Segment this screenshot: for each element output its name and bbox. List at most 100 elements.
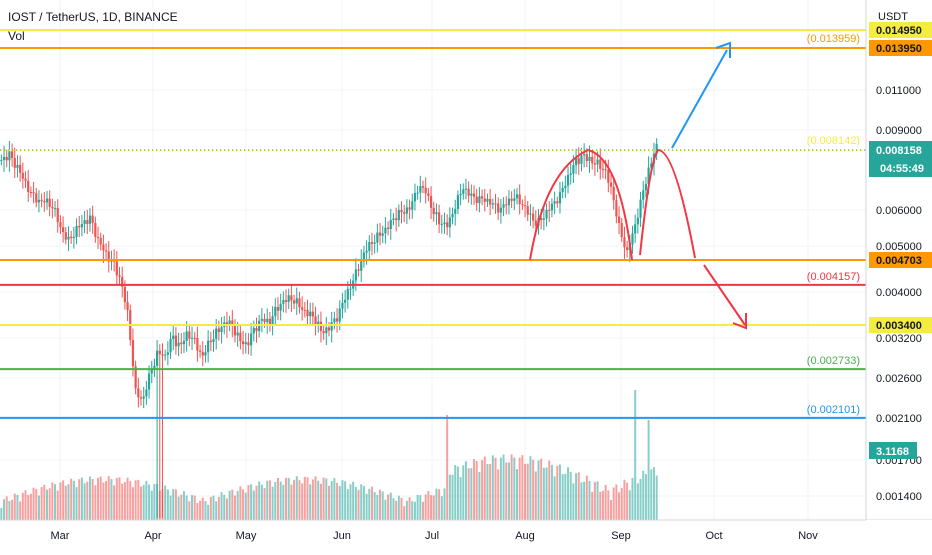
candle-body: [480, 196, 484, 199]
candle-body: [478, 196, 481, 203]
candle-body: [574, 158, 578, 166]
candle-body: [317, 321, 320, 325]
candle-body: [486, 198, 489, 202]
candle-body: [333, 318, 336, 323]
volume-bar: [317, 480, 320, 520]
volume-bar: [354, 486, 357, 520]
candle-body: [475, 196, 478, 203]
candle-body: [13, 157, 16, 168]
volume-bar: [164, 485, 167, 520]
price-tick-label: 0.005000: [876, 241, 922, 253]
volume-bar: [521, 455, 524, 520]
volume-bar: [644, 474, 647, 520]
time-axis: Mar Apr May Jun Jul Aug Sep Oct Nov: [0, 519, 932, 550]
volume-bar: [422, 501, 424, 520]
volume-bar: [341, 480, 344, 520]
candle-body: [123, 286, 126, 303]
candle-body: [462, 189, 465, 194]
candle-body: [88, 215, 92, 224]
volume-bar: [360, 484, 363, 520]
volume-bar: [440, 496, 443, 520]
volume-bar: [583, 481, 586, 520]
volume-bar: [19, 501, 22, 520]
candle-body: [491, 203, 494, 205]
candle-body: [274, 306, 277, 317]
price-axis-unit: USDT: [878, 11, 908, 23]
volume-bar: [623, 479, 626, 520]
candle-body: [174, 335, 178, 347]
volume-bar: [121, 483, 124, 520]
volume-bar: [244, 492, 247, 520]
volume-bar: [430, 495, 433, 520]
candle-body: [534, 220, 537, 226]
volume-bar: [585, 475, 588, 520]
time-tick-label: May: [236, 530, 257, 542]
candle-body: [596, 159, 599, 165]
candle-body: [636, 217, 639, 225]
volume-bar: [392, 498, 395, 520]
candle-body: [507, 198, 511, 206]
candle-body: [497, 203, 500, 213]
volume-bar: [5, 496, 8, 520]
candle-body: [8, 151, 11, 161]
volume-bar: [99, 476, 102, 520]
candle-body: [126, 302, 129, 311]
volume-bar: [473, 459, 476, 520]
candle-body: [83, 220, 86, 225]
candle-body: [454, 208, 457, 214]
time-axis-bg: [0, 520, 866, 550]
candle-body: [279, 303, 282, 311]
candle-body: [510, 198, 513, 201]
volume-bar: [239, 486, 242, 520]
candle-body: [566, 174, 570, 186]
candle-body: [642, 190, 645, 200]
volume-bar: [620, 488, 623, 520]
time-tick-label: Jul: [425, 530, 439, 542]
volume-bar: [387, 494, 390, 520]
volume-bar: [564, 473, 567, 520]
level-badge-bg: [869, 22, 932, 38]
candle-body: [182, 341, 186, 345]
candle-body: [459, 193, 462, 196]
candle-body: [43, 200, 46, 203]
chart-title: IOST / TetherUS, 1D, BINANCE: [8, 10, 178, 24]
candle-body: [153, 365, 156, 370]
volume-bar: [647, 420, 650, 520]
volume-bar: [558, 464, 561, 520]
volume-bar: [21, 492, 24, 520]
candle-body: [585, 154, 588, 162]
candle-body: [78, 225, 81, 228]
volume-indicator-label[interactable]: Vol: [8, 29, 25, 43]
candle-body: [137, 388, 140, 398]
candle-body: [169, 339, 172, 353]
volume-bar: [567, 467, 570, 520]
candle-body: [247, 342, 250, 346]
volume-bar: [59, 482, 62, 520]
candle-body: [513, 198, 516, 201]
volume-bar: [134, 480, 137, 520]
volume-bar: [258, 481, 261, 520]
candle-body: [373, 242, 376, 244]
volume-bar: [306, 477, 309, 520]
level-note: (0.008142): [807, 135, 860, 147]
volume-bar: [548, 460, 551, 520]
volume-bar: [64, 485, 67, 520]
volume-bar: [432, 495, 435, 520]
candle-body: [532, 213, 535, 221]
volume-bar: [220, 492, 223, 520]
candle-body: [634, 224, 637, 234]
volume-bar: [405, 500, 408, 520]
candle-body: [147, 373, 151, 390]
volume-bar: [113, 485, 116, 520]
candle-body: [287, 295, 290, 302]
volume-bar: [502, 454, 505, 520]
volume-bar: [349, 484, 352, 520]
level-badge: 0.003400: [869, 317, 932, 333]
volume-bar: [174, 489, 177, 520]
volume-bar: [263, 487, 266, 520]
volume-bar: [276, 477, 279, 520]
volume-bar: [78, 479, 81, 520]
arrow-up-head: [715, 41, 731, 58]
